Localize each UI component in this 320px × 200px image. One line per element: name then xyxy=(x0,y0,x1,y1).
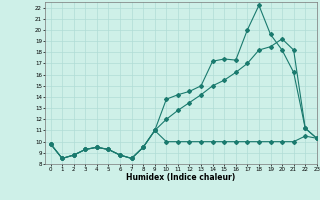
X-axis label: Humidex (Indice chaleur): Humidex (Indice chaleur) xyxy=(126,173,236,182)
